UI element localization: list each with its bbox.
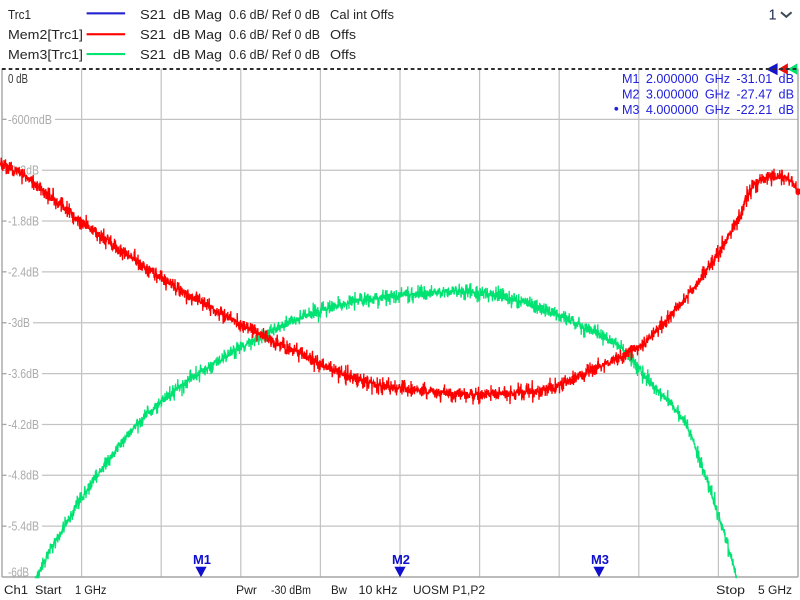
svg-text:Offs: Offs xyxy=(330,48,356,62)
svg-text:S21: S21 xyxy=(140,48,166,62)
svg-text:Trc1: Trc1 xyxy=(8,8,31,22)
svg-text:M2: M2 xyxy=(392,553,410,567)
svg-text:Cal int Offs: Cal int Offs xyxy=(330,8,394,22)
svg-text:-30 dBm: -30 dBm xyxy=(271,583,311,597)
svg-text:-4.2dB: -4.2dB xyxy=(8,418,39,432)
svg-text:M1: M1 xyxy=(193,553,211,567)
svg-text:10 kHz: 10 kHz xyxy=(359,583,398,597)
svg-text:-3.6dB: -3.6dB xyxy=(8,367,39,381)
svg-text:M1 2.000000 GHz -31.01 dB: M1 2.000000 GHz -31.01 dB xyxy=(622,72,794,86)
svg-text:Stop: Stop xyxy=(716,583,745,597)
svg-text:Mem2[Trc1]: Mem2[Trc1] xyxy=(8,28,83,42)
svg-text:-2.4dB: -2.4dB xyxy=(8,265,39,279)
svg-text:dB Mag: dB Mag xyxy=(173,8,222,22)
svg-text:-1.8dB: -1.8dB xyxy=(8,215,39,229)
svg-text:M3 4.000000 GHz -22.21 dB: M3 4.000000 GHz -22.21 dB xyxy=(622,103,794,117)
svg-text:S21: S21 xyxy=(140,8,166,22)
svg-text:0.6 dB/ Ref 0 dB: 0.6 dB/ Ref 0 dB xyxy=(229,28,320,42)
svg-text:1: 1 xyxy=(769,8,777,24)
svg-text:dB Mag: dB Mag xyxy=(173,28,222,42)
svg-text:0 dB: 0 dB xyxy=(8,72,28,86)
svg-text:S21: S21 xyxy=(140,28,166,42)
svg-text:Mem3[Trc1]: Mem3[Trc1] xyxy=(8,48,83,62)
svg-text:-4.8dB: -4.8dB xyxy=(8,469,39,483)
svg-text:Pwr: Pwr xyxy=(236,583,257,597)
svg-text:-3dB: -3dB xyxy=(8,316,30,330)
svg-text:Ch1: Ch1 xyxy=(4,583,28,597)
svg-text:Offs: Offs xyxy=(330,28,356,42)
svg-text:-5.4dB: -5.4dB xyxy=(8,520,39,534)
svg-text:Start: Start xyxy=(35,583,62,597)
svg-text:UOSM P1,P2: UOSM P1,P2 xyxy=(413,583,485,597)
svg-text:0.6 dB/ Ref 0 dB: 0.6 dB/ Ref 0 dB xyxy=(229,48,320,62)
svg-text:5 GHz: 5 GHz xyxy=(758,583,792,597)
svg-text:M2 3.000000 GHz -27.47 dB: M2 3.000000 GHz -27.47 dB xyxy=(622,88,794,102)
svg-text:Bw: Bw xyxy=(331,583,347,597)
svg-text:-6dB: -6dB xyxy=(8,565,29,579)
svg-text:1 GHz: 1 GHz xyxy=(75,583,107,597)
svg-text:dB Mag: dB Mag xyxy=(173,48,222,62)
svg-text:-600mdB: -600mdB xyxy=(8,113,52,127)
svg-text:0.6 dB/ Ref 0 dB: 0.6 dB/ Ref 0 dB xyxy=(229,8,320,22)
svg-text:M3: M3 xyxy=(591,553,609,567)
